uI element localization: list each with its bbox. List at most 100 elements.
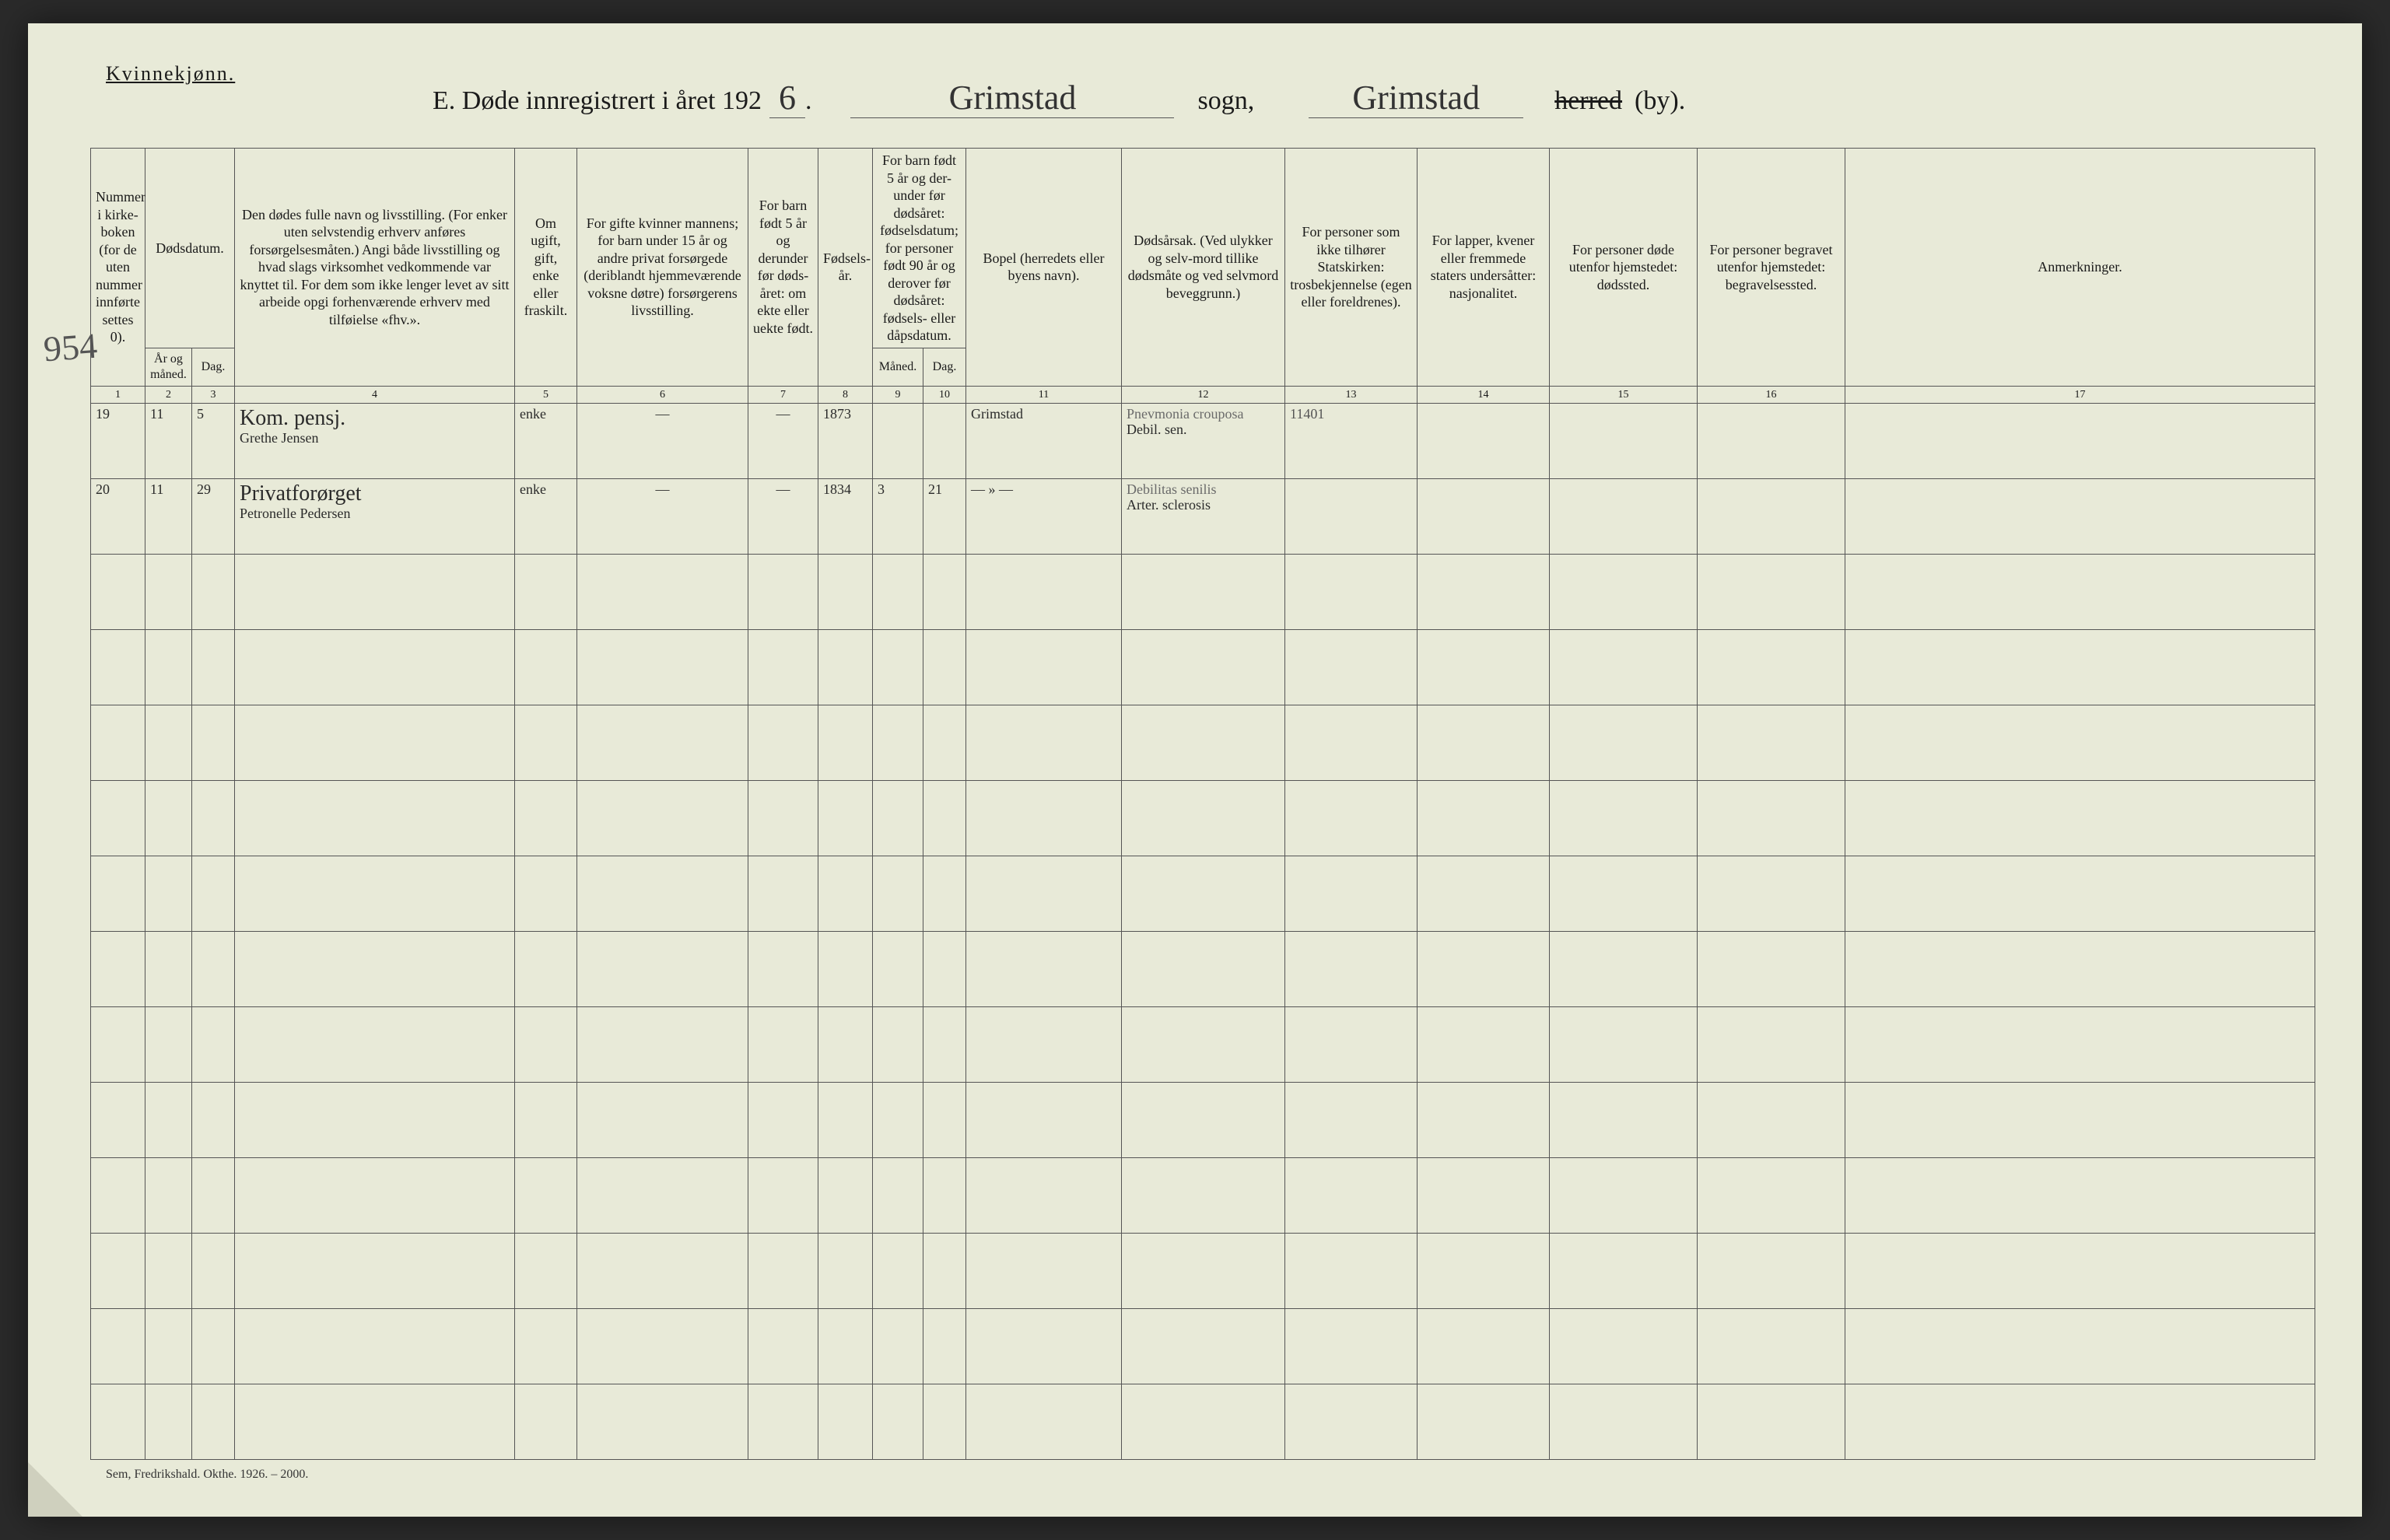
colnum-16: 16 [1698,386,1845,404]
cell-empty [1845,555,2315,630]
cell-empty [748,1384,818,1460]
cell-tros: 11401 [1285,404,1418,479]
cell-empty [145,1309,192,1384]
cell-empty [1845,856,2315,932]
cell-empty [577,856,748,932]
colnum-13: 13 [1285,386,1418,404]
col-2b-header: Dag. [192,348,235,386]
cell-empty [91,1007,145,1083]
cell-empty [1845,932,2315,1007]
cell-empty [515,1007,577,1083]
cell-empty [1698,932,1845,1007]
cell-empty [577,705,748,781]
cell-empty [1550,856,1698,932]
cell-empty [748,1158,818,1234]
table-row-empty [91,932,2315,1007]
cell-empty [1122,705,1285,781]
cell-empty [1698,1158,1845,1234]
cell-empty [577,1309,748,1384]
cell-begrav [1698,479,1845,555]
cell-empty [577,1234,748,1309]
cell-empty [235,705,515,781]
cell-empty [145,1234,192,1309]
cell-empty [818,1083,873,1158]
cell-empty [1285,781,1418,856]
cell-empty [873,705,923,781]
colnum-3: 3 [192,386,235,404]
cell-empty [91,1158,145,1234]
cell-empty [1285,705,1418,781]
cell-empty [235,781,515,856]
cell-empty [235,856,515,932]
cell-begrav [1698,404,1845,479]
table-row-empty [91,856,2315,932]
cell-empty [1845,1158,2315,1234]
death-register-table: Nummer i kirke-boken (for de uten nummer… [90,148,2315,1460]
cell-empty [91,1083,145,1158]
cell-sivil: enke [515,404,577,479]
cell-empty [577,630,748,705]
cell-empty [515,555,577,630]
cell-empty [515,1083,577,1158]
cell-empty [1698,630,1845,705]
cell-empty [235,1234,515,1309]
cell-empty [192,932,235,1007]
herred-struck: herred [1554,86,1622,116]
cell-fmnd: 3 [873,479,923,555]
cell-empty [145,856,192,932]
cell-empty [1845,630,2315,705]
col-14-header: For lapper, kvener eller fremmede stater… [1418,149,1550,387]
cell-empty [966,1007,1122,1083]
cell-empty [1845,1309,2315,1384]
cell-empty [192,1158,235,1234]
cell-empty [145,1007,192,1083]
col-7-header: For barn født 5 år og derunder før døds-… [748,149,818,387]
cell-empty [1698,856,1845,932]
cell-empty [1418,1083,1550,1158]
colnum-14: 14 [1418,386,1550,404]
cell-empty [235,1384,515,1460]
table-row-empty [91,1234,2315,1309]
cell-nasj [1418,404,1550,479]
table-row-empty [91,630,2315,705]
cell-empty [1418,1007,1550,1083]
cell-empty [923,856,966,932]
cell-empty [1285,630,1418,705]
cell-empty [515,1158,577,1234]
cell-empty [1418,932,1550,1007]
herred-value: Grimstad [1309,78,1523,118]
cell-faar: 1873 [818,404,873,479]
cell-empty [145,1384,192,1460]
cell-navn: Kom. pensj.Grethe Jensen [235,404,515,479]
cell-ekte: — [748,479,818,555]
cell-empty [1550,1384,1698,1460]
cell-empty [1122,1083,1285,1158]
cell-dag: 29 [192,479,235,555]
cell-empty [145,555,192,630]
cell-empty [1418,1158,1550,1234]
cell-empty [923,705,966,781]
cell-empty [923,1384,966,1460]
cell-empty [192,1309,235,1384]
cell-empty [1122,1158,1285,1234]
colnum-1: 1 [91,386,145,404]
register-page: Kvinnekjønn. E. Døde innregistrert i åre… [28,23,2362,1517]
table-body: 19115Kom. pensj.Grethe Jensenenke——1873G… [91,404,2315,1460]
colnum-9: 9 [873,386,923,404]
cell-empty [873,856,923,932]
colnum-6: 6 [577,386,748,404]
cell-empty [923,932,966,1007]
cell-empty [91,1234,145,1309]
cell-dodsarsak-main: Debil. sen. [1127,422,1280,438]
cell-dodsarsak-top: Pnevmonia crouposa [1127,407,1280,422]
colnum-5: 5 [515,386,577,404]
cell-empty [515,932,577,1007]
cell-empty [923,1083,966,1158]
col-12-header: Dødsårsak. (Ved ulykker og selv-mord til… [1122,149,1285,387]
cell-dodsarsak: Debilitas senilisArter. sclerosis [1122,479,1285,555]
cell-empty [91,1309,145,1384]
cell-empty [1698,1083,1845,1158]
cell-empty [1550,1158,1698,1234]
col-9a-header: Måned. [873,348,923,386]
cell-empty [818,1158,873,1234]
